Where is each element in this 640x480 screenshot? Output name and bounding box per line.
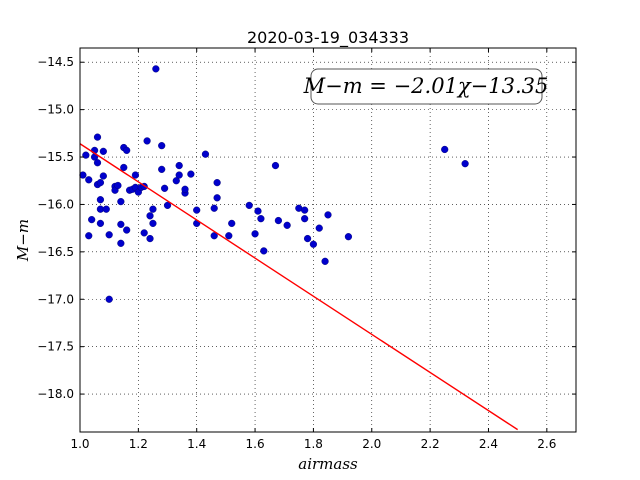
data-point: [274, 216, 283, 225]
data-point: [213, 179, 221, 187]
data-point: [131, 171, 140, 179]
x-tick-label: 1.8: [304, 437, 323, 451]
data-point: [117, 239, 125, 247]
data-point: [271, 161, 280, 170]
data-point: [213, 194, 221, 202]
data-point: [161, 184, 169, 192]
x-tick-label: 1.4: [187, 437, 206, 451]
y-tick-label: −15.5: [37, 150, 74, 164]
data-point: [181, 185, 189, 193]
plot-frame: [79, 47, 577, 433]
data-point: [120, 163, 128, 172]
y-axis-label: M−m: [14, 219, 32, 262]
x-tick-label: 1.6: [246, 437, 265, 451]
equation-text: M−m = −2.01χ−13.35: [303, 74, 549, 98]
data-point: [117, 220, 125, 228]
x-tick-label: 2.0: [362, 437, 381, 451]
data-point: [301, 206, 309, 214]
x-tick-label: 1.2: [129, 437, 148, 451]
data-points: [79, 65, 469, 303]
chart-title: 2020-03-19_034333: [247, 28, 409, 48]
x-tick-label: 2.4: [479, 437, 498, 451]
data-point: [152, 65, 160, 73]
data-point: [146, 212, 154, 220]
x-tick-label: 2.6: [537, 437, 556, 451]
data-point: [123, 226, 131, 234]
data-point: [228, 219, 236, 228]
equation-annotation: M−m = −2.01χ−13.35: [303, 68, 549, 105]
x-axis-label: airmass: [298, 455, 358, 473]
data-point: [309, 240, 318, 248]
data-point: [105, 295, 113, 303]
x-ticks: 1.0 1.2 1.4 1.6 1.8 2.0 2.2 2.4 2.6: [70, 48, 556, 451]
data-point: [158, 165, 166, 173]
data-point: [96, 219, 105, 228]
data-point: [102, 205, 110, 213]
fit-line: [79, 143, 519, 431]
data-point: [85, 232, 93, 240]
y-tick-label: −16.0: [37, 197, 74, 211]
data-point: [324, 211, 332, 219]
data-point: [175, 161, 183, 170]
y-tick-label: −14.5: [37, 55, 74, 69]
data-point: [187, 170, 195, 178]
data-point: [96, 179, 105, 187]
data-point: [315, 224, 323, 232]
data-point: [93, 133, 102, 141]
data-point: [163, 201, 172, 209]
data-point: [99, 147, 107, 155]
data-point: [149, 219, 157, 228]
data-point: [79, 171, 87, 179]
data-point: [210, 204, 218, 212]
data-point: [88, 216, 96, 224]
data-point: [105, 231, 113, 239]
y-tick-label: −16.5: [37, 245, 74, 259]
y-tick-label: −17.5: [37, 340, 74, 354]
y-tick-label: −18.0: [37, 387, 74, 401]
equation-box: [310, 68, 543, 105]
data-point: [96, 196, 105, 204]
data-point: [143, 137, 151, 145]
y-tick-label: −17.0: [37, 292, 74, 306]
data-point: [123, 146, 131, 155]
data-point: [301, 215, 309, 223]
data-point: [175, 171, 183, 179]
data-point: [114, 181, 122, 190]
data-point: [85, 176, 93, 184]
data-point: [303, 234, 312, 243]
data-point: [245, 201, 253, 209]
fit-line-group: [79, 143, 519, 431]
y-tick-label: −15.0: [37, 103, 74, 117]
data-point: [461, 160, 469, 168]
x-tick-label: 2.2: [421, 437, 440, 451]
data-point: [283, 221, 291, 229]
data-point: [441, 145, 449, 154]
data-point: [201, 150, 210, 158]
data-point: [146, 234, 154, 243]
data-point: [172, 177, 180, 185]
data-point: [99, 172, 107, 180]
data-point: [193, 206, 201, 214]
data-point: [257, 215, 265, 223]
data-point: [140, 229, 148, 237]
data-point: [225, 232, 233, 240]
data-point: [344, 233, 353, 241]
grid: [79, 48, 576, 432]
data-point: [117, 198, 125, 206]
data-point: [260, 247, 268, 255]
data-point: [321, 257, 329, 265]
x-tick-label: 1.0: [70, 437, 89, 451]
data-point: [251, 230, 259, 238]
data-point: [149, 205, 157, 213]
data-point: [93, 159, 102, 167]
data-point: [158, 142, 166, 150]
data-point: [82, 151, 90, 159]
data-point: [254, 207, 262, 215]
data-point: [210, 232, 218, 240]
y-ticks: −14.5 −15.0 −15.5 −16.0 −16.5 −17.0 −17.5 −18.0: [37, 55, 576, 401]
